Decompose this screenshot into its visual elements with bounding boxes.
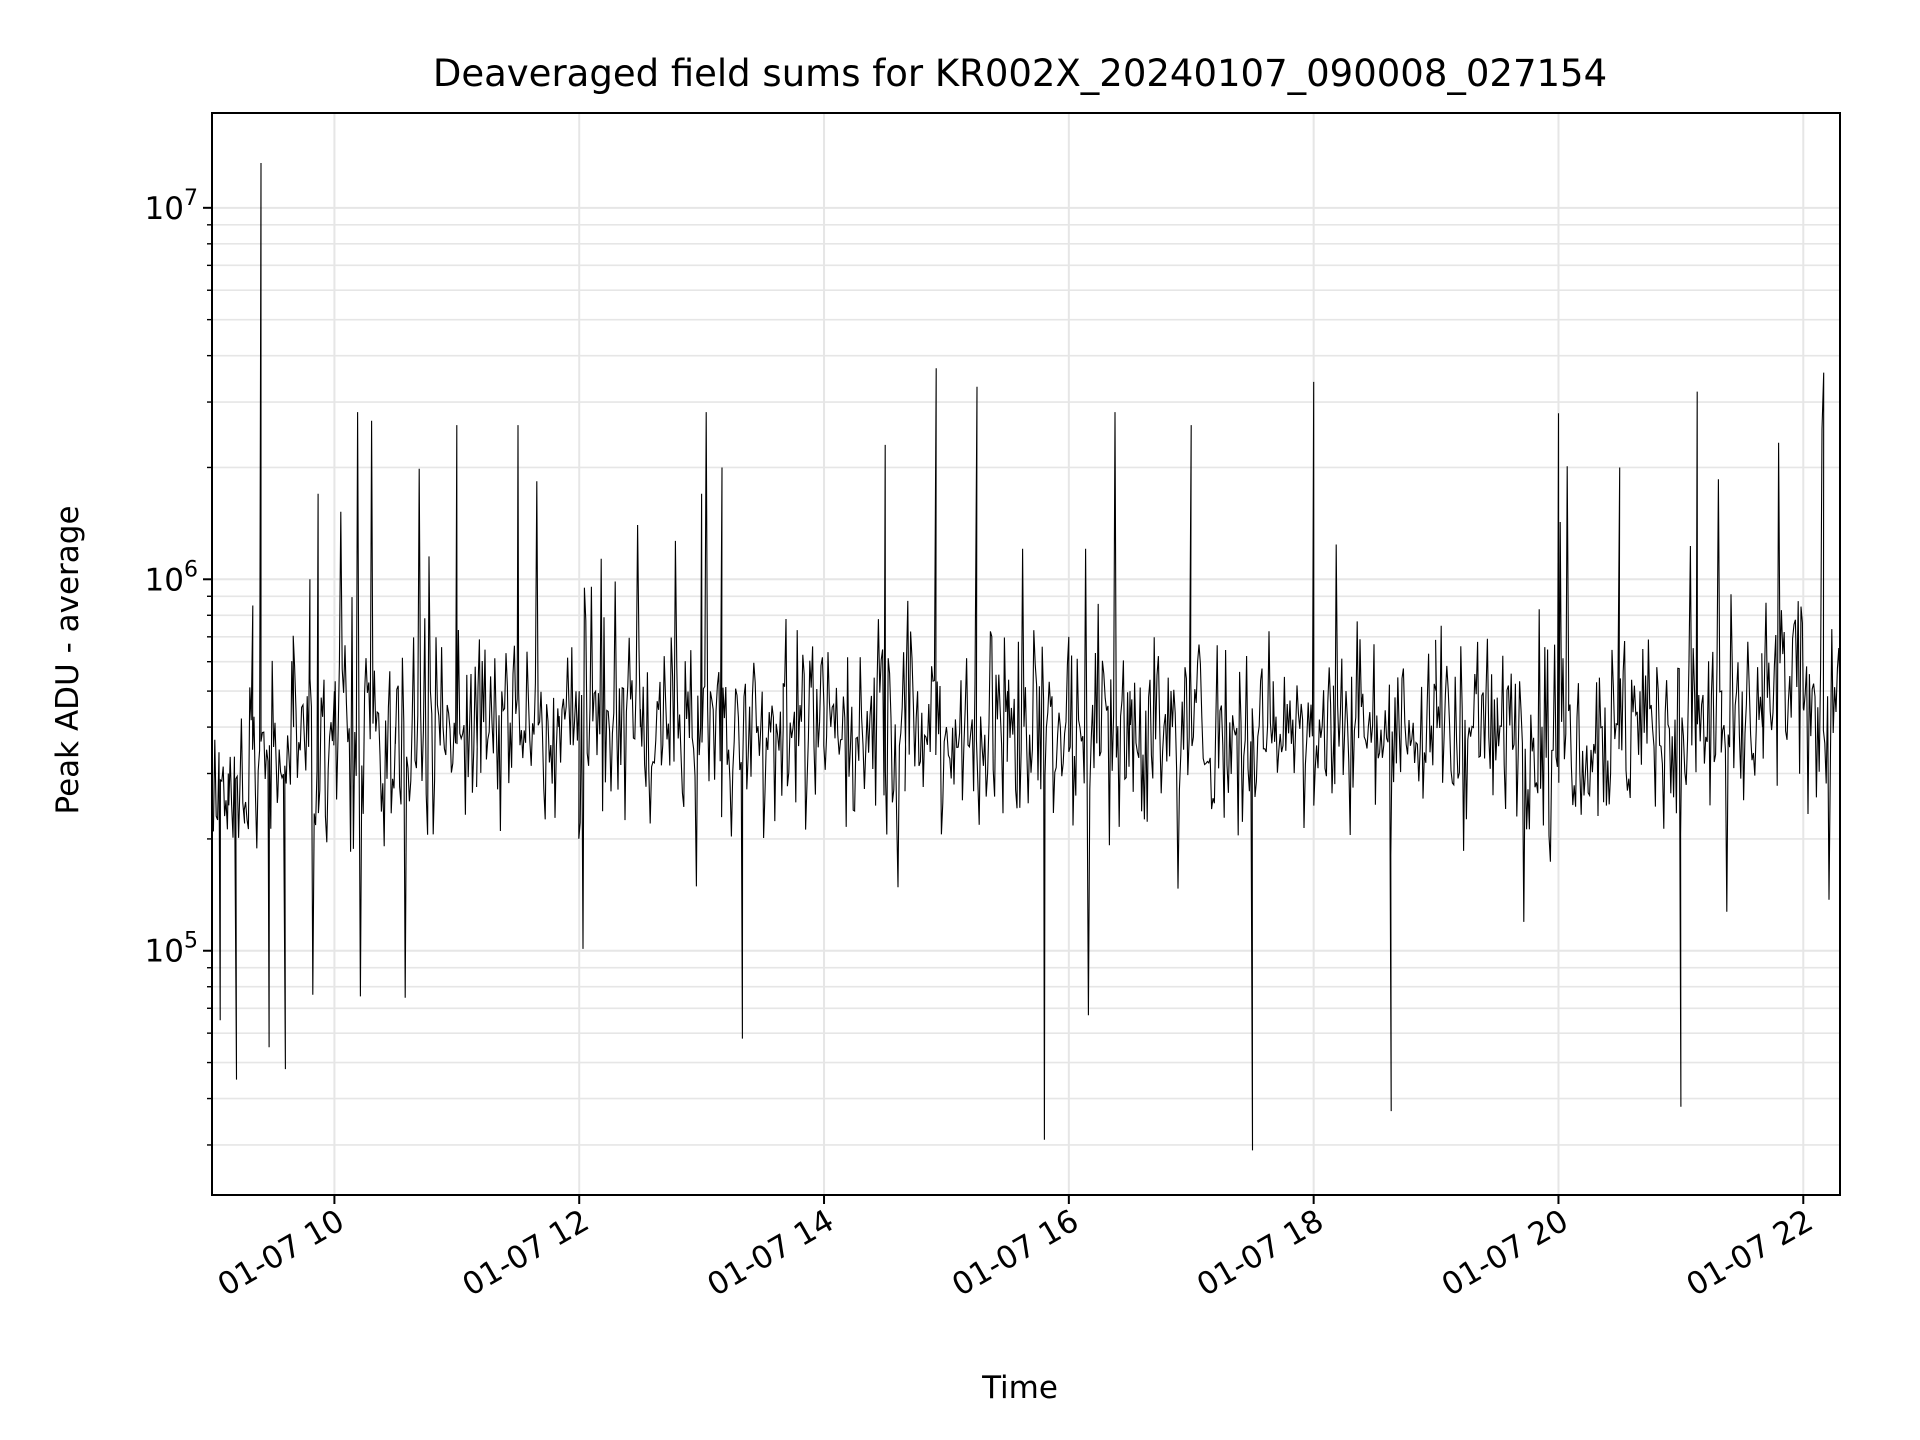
- y-axis-label: Peak ADU - average: [50, 505, 86, 814]
- x-tick-label: 01-07 18: [1191, 1203, 1330, 1304]
- x-tick-label: 01-07 12: [457, 1203, 596, 1304]
- x-tick-label: 01-07 16: [946, 1203, 1085, 1304]
- series-line: [211, 162, 1841, 1151]
- x-axis-label: Time: [981, 1370, 1058, 1406]
- y-tick-label: 106: [145, 557, 198, 598]
- chart-title: Deaveraged field sums for KR002X_2024010…: [433, 52, 1607, 95]
- x-tick-label: 01-07 14: [701, 1203, 840, 1304]
- plot-frame: [211, 112, 1841, 1196]
- x-tick-label: 01-07 22: [1681, 1203, 1820, 1304]
- y-tick-label: 105: [145, 929, 198, 970]
- series-line-path: [211, 162, 1841, 1151]
- x-tick-label: 01-07 20: [1436, 1203, 1575, 1304]
- x-tick-label: 01-07 10: [212, 1203, 351, 1304]
- y-tick-label: 107: [145, 186, 198, 227]
